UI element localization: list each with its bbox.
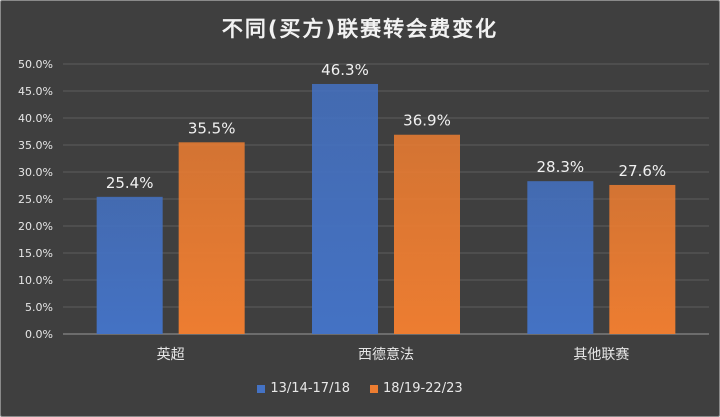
- y-tick-label: 30.0%: [18, 166, 53, 179]
- data-label: 35.5%: [188, 119, 236, 137]
- bar: [609, 184, 676, 334]
- data-label: 28.3%: [537, 158, 585, 176]
- y-tick-label: 5.0%: [25, 301, 53, 314]
- bar: [394, 134, 460, 334]
- legend-label-series-2: 18/19-22/23: [383, 381, 463, 396]
- y-tick-label: 35.0%: [18, 139, 53, 152]
- legend: 13/14-17/18 18/19-22/23: [1, 381, 719, 396]
- x-tick-label: 其他联赛: [573, 347, 629, 363]
- bar: [312, 83, 378, 334]
- data-label: 25.4%: [106, 174, 154, 192]
- y-tick-label: 50.0%: [18, 58, 53, 71]
- y-tick-label: 25.0%: [18, 193, 53, 206]
- bar: [178, 142, 245, 334]
- y-tick-label: 40.0%: [18, 112, 53, 125]
- legend-label-series-1: 13/14-17/18: [270, 381, 350, 396]
- legend-item-series-2: 18/19-22/23: [370, 381, 463, 396]
- y-tick-label: 15.0%: [18, 247, 53, 260]
- bar: [527, 181, 594, 334]
- data-label: 46.3%: [321, 61, 369, 79]
- data-label: 36.9%: [403, 112, 451, 130]
- legend-item-series-1: 13/14-17/18: [257, 381, 350, 396]
- legend-swatch-series-2: [370, 384, 378, 393]
- y-tick-label: 20.0%: [18, 220, 53, 233]
- chart-title: 不同(买方)联赛转会费变化: [221, 17, 499, 41]
- y-tick-label: 45.0%: [18, 85, 53, 98]
- x-tick-label: 英超: [157, 346, 185, 363]
- x-tick-label: 西德意法: [358, 346, 414, 363]
- y-tick-label: 0.0%: [25, 328, 53, 341]
- y-tick-label: 10.0%: [18, 274, 53, 287]
- bar: [96, 196, 163, 334]
- legend-swatch-series-1: [257, 384, 266, 393]
- data-label: 27.6%: [619, 162, 667, 180]
